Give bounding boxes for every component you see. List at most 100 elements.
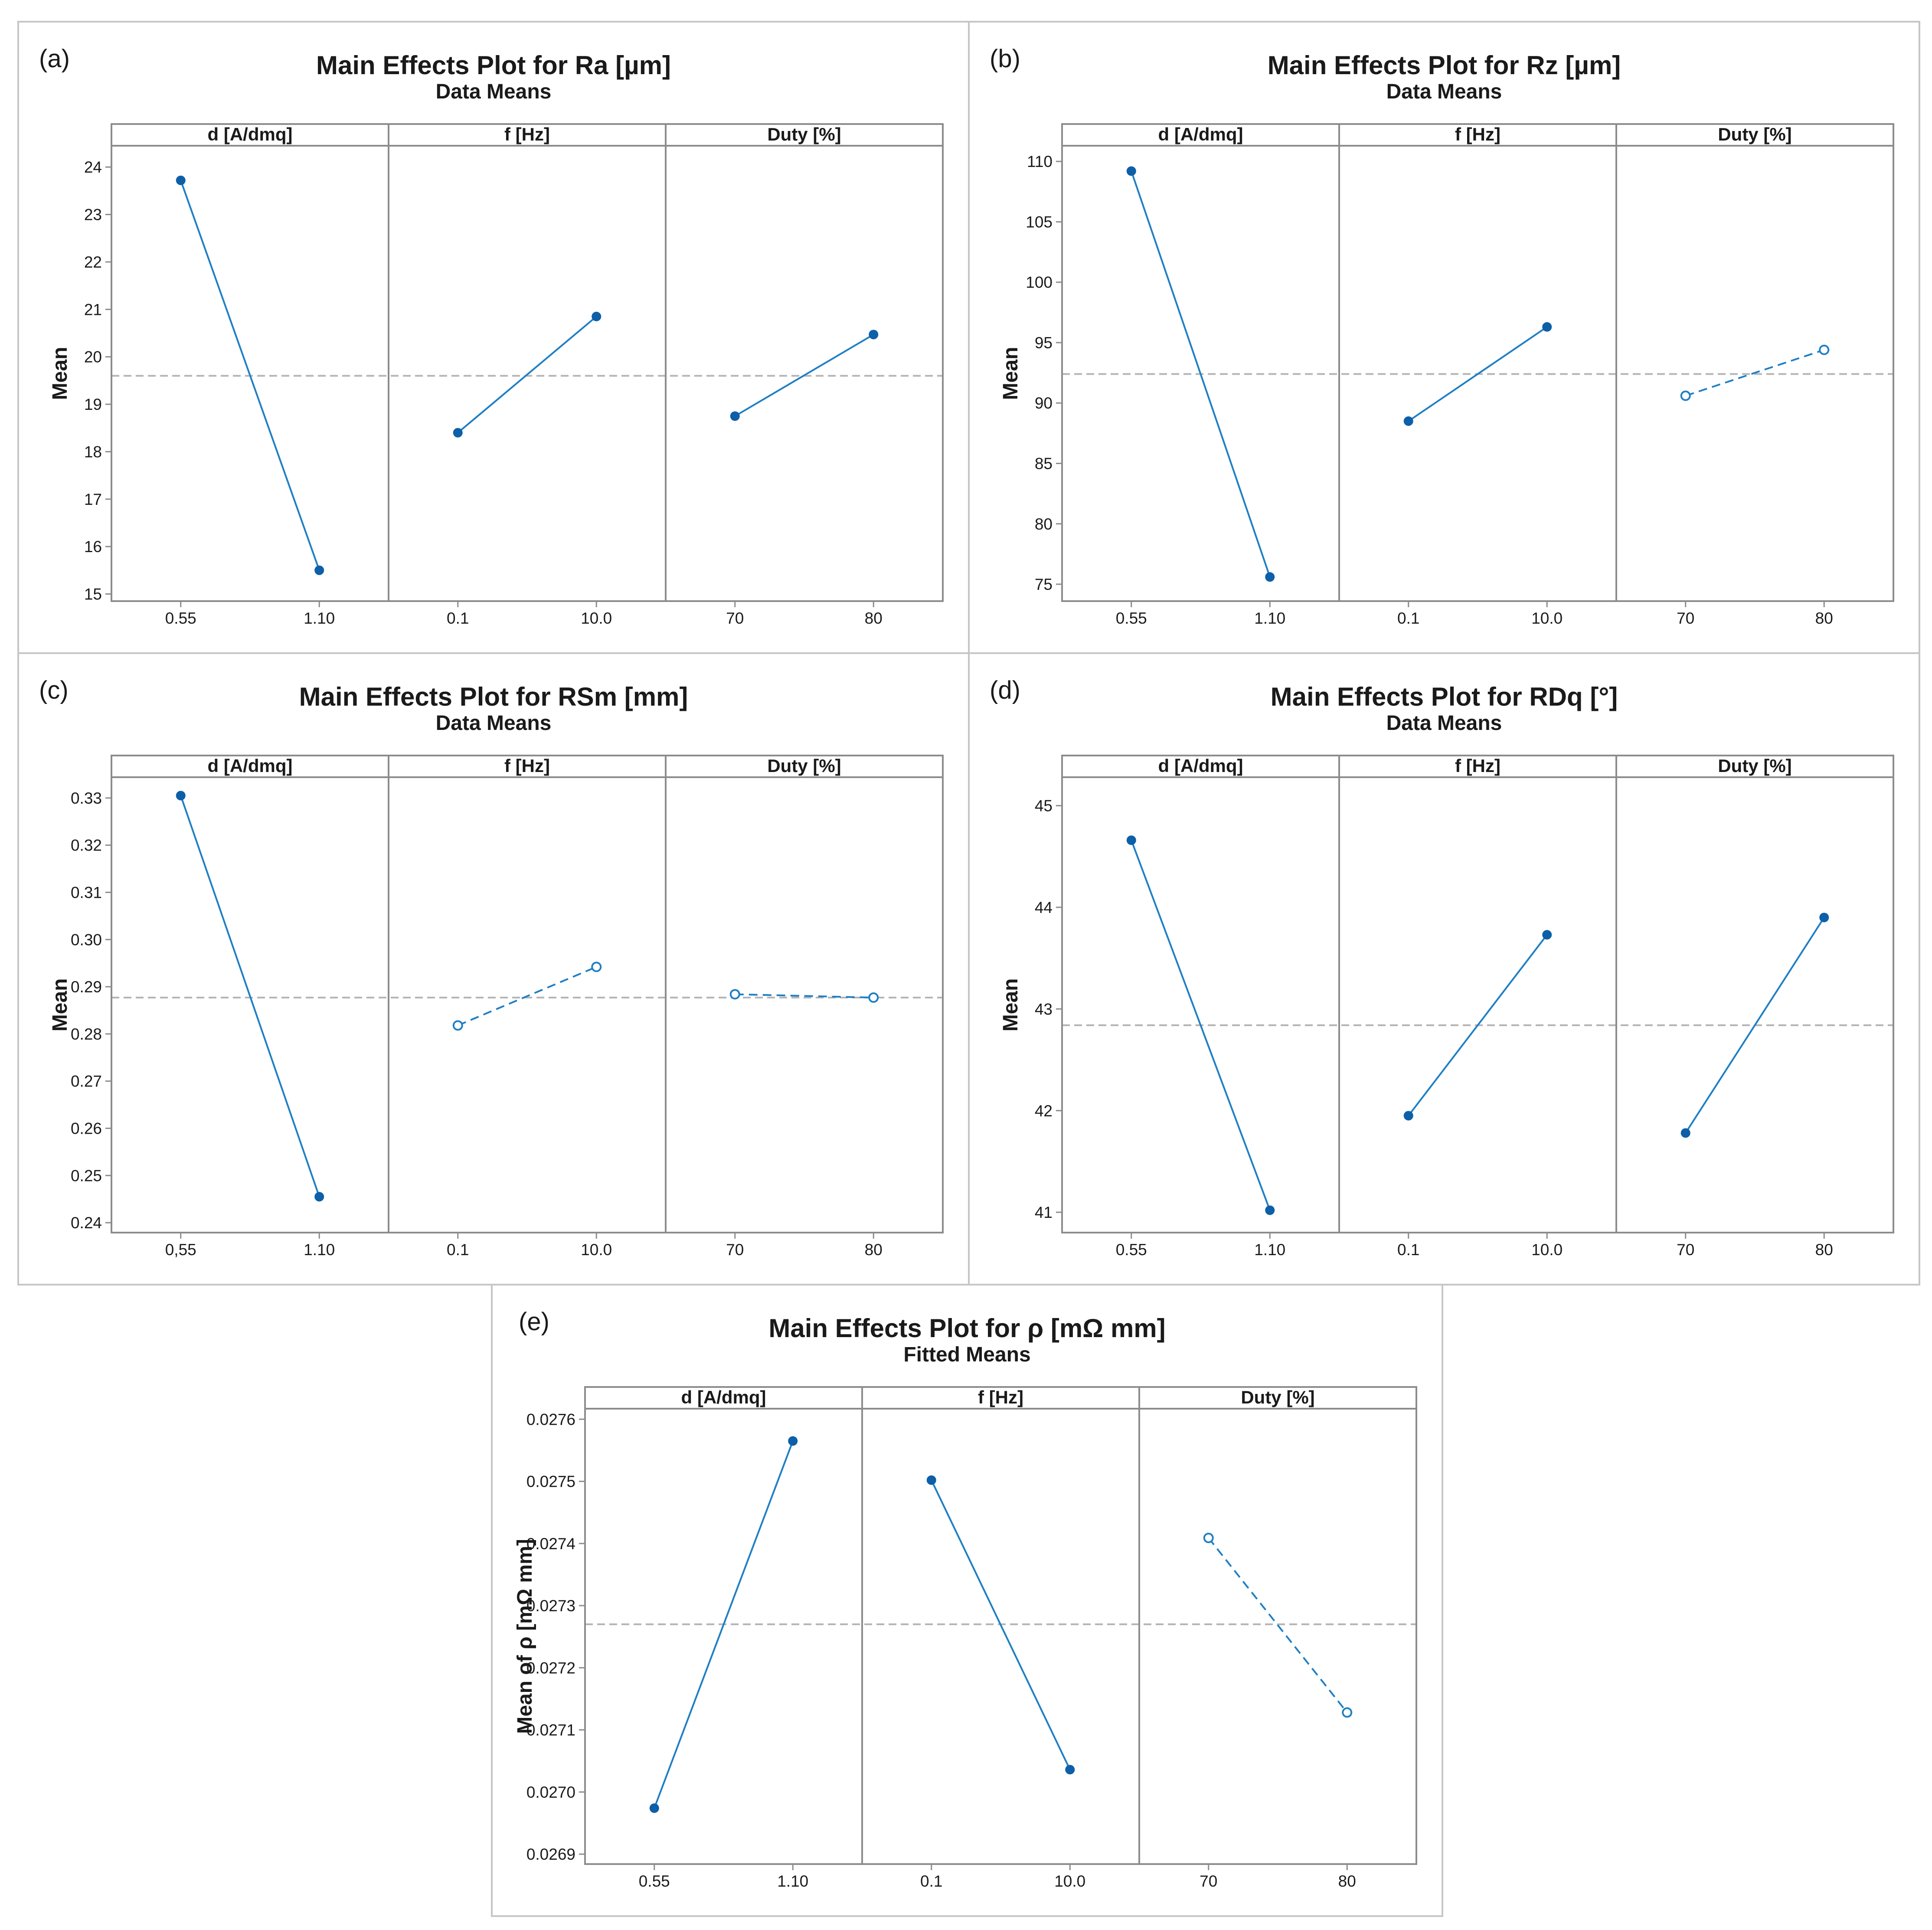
effect-line [1408, 326, 1548, 422]
y-tick-label: 85 [1035, 455, 1053, 472]
mean-point [453, 428, 463, 438]
y-tick-label: 15 [84, 586, 102, 603]
y-tick-label: 75 [1035, 576, 1053, 593]
x-tick-label: 70 [726, 1241, 744, 1259]
y-tick-label: 19 [84, 396, 102, 413]
y-tick-label: 0.28 [71, 1025, 102, 1043]
mean-point [314, 1192, 324, 1202]
facet-strip-label: d [A/dmq] [208, 756, 293, 776]
panel-label: (a) [39, 45, 70, 73]
y-tick-label: 23 [84, 206, 102, 224]
y-tick-label: 80 [1035, 515, 1053, 533]
x-tick-label: 70 [726, 609, 744, 627]
plot-area: 75 80 85 90 95 100 105 110 Mean d [A/dmq] 0.55 1.10… [999, 123, 1894, 627]
x-tick-label: 80 [1338, 1872, 1356, 1890]
y-axis-label: Mean [49, 347, 72, 400]
mean-point-open [729, 989, 740, 1000]
mean-point-open [1203, 1532, 1214, 1543]
x-tick-label: 0.55 [639, 1872, 670, 1890]
mean-point [1265, 572, 1275, 582]
facet-strip-label: f [Hz] [978, 1387, 1023, 1407]
chart-subtitle: Data Means [435, 712, 552, 735]
y-tick-label: 0.25 [71, 1167, 102, 1184]
y-tick-label: 44 [1035, 899, 1053, 916]
panel-label: (c) [39, 676, 69, 704]
y-axis-label: Mean of ρ [mΩ mm] [513, 1539, 536, 1734]
mean-point-open [452, 1020, 463, 1031]
y-tick-label: 0.0270 [526, 1783, 575, 1801]
panel-label: (b) [990, 45, 1020, 73]
y-axis-label: Mean [999, 347, 1022, 400]
y-tick-label: 0.0272 [526, 1659, 575, 1677]
x-tick-label: 80 [1815, 609, 1833, 627]
y-tick-label: 24 [84, 158, 102, 176]
plot-area: 41 42 43 44 45 Mean d [A/dmq] 0.55 1.10 f [Hz] 0.1… [999, 755, 1894, 1259]
mean-point [1126, 835, 1136, 845]
chart-panel-a: (a) Main Effects Plot for Ra [µm] Data M… [17, 21, 970, 654]
plot-frame [111, 123, 944, 602]
chart-title: Main Effects Plot for RDq [°] [1270, 682, 1618, 711]
facet-strip-label: Duty [%] [767, 756, 841, 776]
y-tick-label: 105 [1026, 213, 1053, 231]
panel-label: (d) [990, 676, 1020, 704]
facet-strip-label: Duty [%] [1718, 756, 1791, 776]
x-tick-label: 0.55 [1116, 609, 1147, 627]
effect-line [1208, 1537, 1348, 1713]
y-tick-label: 0.26 [71, 1120, 102, 1138]
mean-point [1265, 1205, 1275, 1215]
x-tick-label: 0.55 [1116, 1241, 1147, 1259]
mean-point [926, 1475, 936, 1485]
effect-line [1685, 349, 1824, 397]
y-tick-label: 0.31 [71, 883, 102, 901]
facet-strip-label: f [Hz] [1455, 756, 1500, 776]
strip-background [111, 124, 943, 146]
plot-frame [1061, 123, 1894, 602]
facet-strip-label: d [A/dmq] [681, 1387, 766, 1407]
y-tick-label: 43 [1035, 1000, 1053, 1018]
y-tick-label: 17 [84, 491, 102, 508]
facet-strip-label: d [A/dmq] [1158, 124, 1243, 144]
chart-panel-e: (e) Main Effects Plot for ρ [mΩ mm] Fitt… [491, 1284, 1443, 1917]
x-tick-label: 10.0 [581, 609, 612, 627]
y-axis-label: Mean [999, 978, 1022, 1032]
plot-area: 15 16 17 18 19 20 21 22 23 24 Mean d [A/dmq] 0.55 1.1… [49, 123, 944, 627]
y-tick-label: 95 [1035, 334, 1053, 352]
panel-label: (e) [519, 1308, 549, 1336]
mean-point [592, 311, 602, 321]
mean-point [730, 411, 740, 421]
x-tick-label: 70 [1677, 1241, 1694, 1259]
y-tick-label: 0.0274 [526, 1535, 575, 1553]
effect-line [180, 180, 320, 571]
chart-title: Main Effects Plot for Ra [µm] [316, 51, 671, 80]
x-tick-label: 0.1 [920, 1872, 942, 1890]
facet-strip-label: Duty [%] [767, 124, 841, 144]
y-tick-label: 0.24 [71, 1214, 102, 1232]
mean-point [649, 1803, 659, 1813]
chart-panel-d: (d) Main Effects Plot for RDq [°] Data M… [968, 652, 1920, 1286]
y-tick-label: 0.0276 [526, 1410, 575, 1428]
chart-panel-c: (c) Main Effects Plot for RSm [mm] Data … [17, 652, 970, 1286]
mean-point [176, 791, 186, 801]
effect-line [735, 993, 874, 999]
mean-point [1680, 1128, 1690, 1138]
mean-point-open [868, 992, 879, 1003]
x-tick-label: 10.0 [1531, 609, 1563, 627]
y-tick-label: 21 [84, 301, 102, 318]
mean-point-open [1680, 390, 1691, 401]
plot-frame [111, 755, 944, 1233]
mean-point-open [1342, 1707, 1353, 1718]
effect-line [734, 334, 874, 417]
facet-strip-label: f [Hz] [1455, 124, 1500, 144]
plot-area: 0.24 0.25 0.26 0.27 0.28 0.29 0.30 0.31 0.32 0.33… [49, 755, 944, 1259]
mean-point [1065, 1765, 1075, 1775]
effect-line [930, 1479, 1071, 1770]
x-tick-label: 0.55 [165, 609, 196, 627]
effect-line [457, 316, 597, 434]
effect-line [1685, 917, 1825, 1134]
y-tick-label: 42 [1035, 1102, 1053, 1120]
y-tick-label: 0.30 [71, 931, 102, 949]
x-tick-label: 70 [1200, 1872, 1217, 1890]
chart-title: Main Effects Plot for Rz [µm] [1267, 51, 1621, 80]
chart-subtitle: Data Means [1386, 80, 1502, 103]
chart-title: Main Effects Plot for ρ [mΩ mm] [768, 1314, 1166, 1343]
